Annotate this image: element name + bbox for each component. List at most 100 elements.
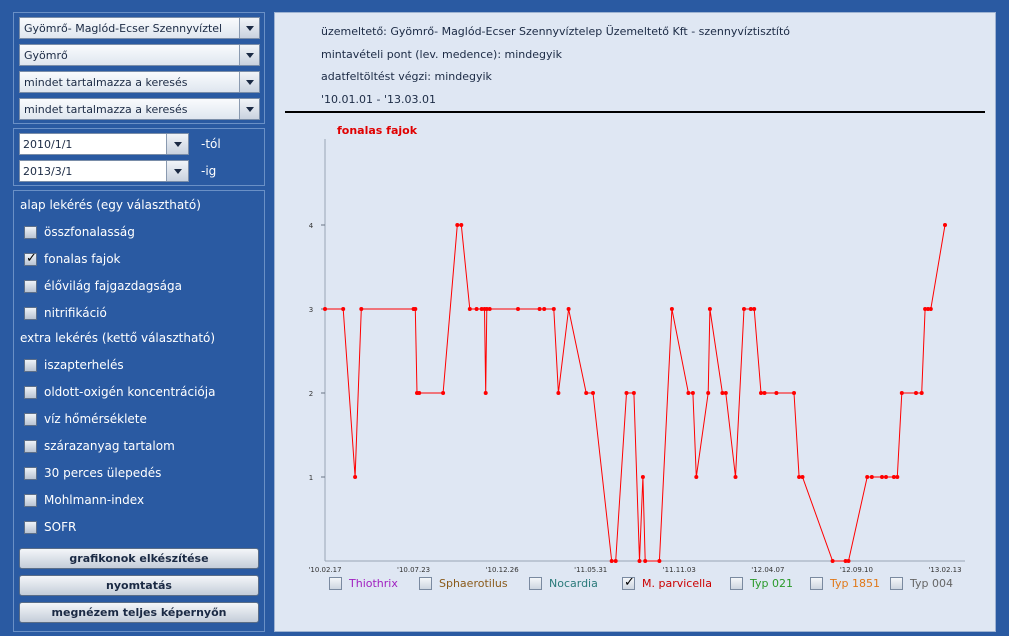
option-label: iszapterhelés (44, 358, 124, 372)
checkbox[interactable] (730, 577, 743, 590)
data-point (657, 559, 662, 563)
checkbox[interactable] (24, 226, 37, 239)
y-tick-label: 4 (309, 222, 314, 230)
option-sofr[interactable]: SOFR (24, 520, 260, 536)
chevron-down-icon[interactable] (239, 99, 259, 119)
data-point (884, 475, 888, 479)
chevron-down-icon[interactable] (166, 161, 188, 181)
checkbox[interactable] (24, 494, 37, 507)
chart-title: fonalas fajok (337, 124, 418, 137)
data-point (483, 391, 488, 395)
chevron-down-icon[interactable] (166, 134, 188, 154)
series-legend: Thiothrix Sphaerotilus Nocardia M. parvicel… (329, 575, 989, 596)
checkbox[interactable] (24, 359, 37, 372)
chevron-down-icon[interactable] (239, 45, 259, 65)
data-point (720, 391, 725, 395)
data-point (479, 307, 484, 311)
data-point (323, 307, 327, 311)
option-viz-homerseklete[interactable]: víz hőmérséklete (24, 412, 260, 428)
x-tick-label: '10.07.23 (397, 566, 430, 573)
checkbox[interactable] (24, 413, 37, 426)
checkbox[interactable] (329, 577, 342, 590)
print-button[interactable]: nyomtatás (19, 575, 259, 596)
data-point (690, 391, 695, 395)
x-tick-label: '11.11.03 (663, 566, 696, 573)
checkbox[interactable] (24, 307, 37, 320)
data-point (353, 475, 358, 479)
search-mode-select-1[interactable]: mindet tartalmazza a keresés (19, 71, 260, 93)
data-point (686, 391, 691, 395)
to-date-suffix: -ig (201, 164, 217, 178)
data-point (733, 475, 738, 479)
option-mohlmann[interactable]: Mohlmann-index (24, 493, 260, 509)
chevron-down-icon[interactable] (239, 72, 259, 92)
checkbox[interactable] (24, 386, 37, 399)
data-point (459, 223, 464, 227)
option-osszfonalassag[interactable]: összfonalasság (24, 225, 260, 241)
checkbox-checked[interactable] (622, 575, 635, 590)
from-date-value: 2010/1/1 (23, 138, 73, 151)
option-szarazanyag[interactable]: szárazanyag tartalom (24, 439, 260, 455)
option-label: fonalas fajok (44, 252, 121, 266)
checkbox[interactable] (24, 440, 37, 453)
data-point (926, 307, 930, 311)
extra-query-heading: extra lekérés (kettő választható) (20, 331, 216, 345)
legend-label: Sphaerotilus (439, 577, 508, 590)
checkbox[interactable] (810, 577, 823, 590)
data-point (880, 475, 884, 479)
operator-line: üzemeltető: Gyömrő- Maglód-Ecser Szennyv… (321, 25, 791, 38)
data-point (748, 307, 753, 311)
data-point (792, 391, 796, 395)
data-point (441, 391, 446, 395)
sampling-line: mintavételi pont (lev. medence): mindegy… (321, 48, 562, 61)
option-nitrifikacio[interactable]: nitrifikáció (24, 306, 260, 322)
y-tick-label: 3 (309, 306, 313, 314)
checkbox[interactable] (24, 521, 37, 534)
data-point (865, 475, 870, 479)
data-point (800, 475, 805, 479)
data-point (914, 391, 918, 395)
option-iszapterheles[interactable]: iszapterhelés (24, 358, 260, 374)
data-point (752, 307, 757, 311)
search-mode-select-2[interactable]: mindet tartalmazza a keresés (19, 98, 260, 120)
to-date-value: 2013/3/1 (23, 165, 73, 178)
data-point (455, 223, 460, 227)
operator-select[interactable]: Gyömrő- Maglód-Ecser Szennyvíztel (19, 17, 260, 39)
chevron-down-icon[interactable] (239, 18, 259, 38)
make-charts-button[interactable]: grafikonok elkészítése (19, 548, 259, 569)
data-point (723, 391, 728, 395)
data-point (895, 475, 900, 479)
option-fonalas-fajok[interactable]: fonalas fajok (24, 251, 260, 268)
data-point (474, 307, 479, 311)
checkbox[interactable] (419, 577, 432, 590)
data-point (762, 391, 767, 395)
checkbox-checked[interactable] (24, 251, 37, 266)
option-elovilag[interactable]: élővilág fajgazdagsága (24, 279, 260, 295)
legend-label: Typ 1851 (830, 577, 880, 590)
checkbox[interactable] (24, 280, 37, 293)
option-oldott-oxigen[interactable]: oldott-oxigén koncentrációja (24, 385, 260, 401)
operator-select-value: Gyömrő- Maglód-Ecser Szennyvíztel (24, 22, 223, 35)
data-point (631, 391, 636, 395)
data-point (843, 559, 848, 563)
fullscreen-button[interactable]: megnézem teljes képernyőn (19, 602, 259, 623)
data-point (928, 307, 933, 311)
checkbox[interactable] (24, 467, 37, 480)
data-point (359, 307, 364, 311)
legend-label: Typ 004 (910, 577, 953, 590)
data-point (484, 307, 489, 311)
checkbox[interactable] (890, 577, 903, 590)
from-date-suffix: -tól (201, 137, 221, 151)
option-30-perces[interactable]: 30 perces ülepedés (24, 466, 260, 482)
data-point (706, 391, 711, 395)
to-date-input[interactable]: 2013/3/1 (19, 160, 189, 182)
sidebar: Gyömrő- Maglód-Ecser Szennyvíztel Gyömrő… (0, 0, 270, 636)
data-point (707, 307, 712, 311)
header-divider (285, 111, 985, 113)
search-mode-value-2: mindet tartalmazza a keresés (24, 103, 188, 116)
data-point (919, 391, 924, 395)
checkbox[interactable] (529, 577, 542, 590)
basic-query-heading: alap lekérés (egy választható) (20, 198, 201, 212)
from-date-input[interactable]: 2010/1/1 (19, 133, 189, 155)
location-select[interactable]: Gyömrő (19, 44, 260, 66)
